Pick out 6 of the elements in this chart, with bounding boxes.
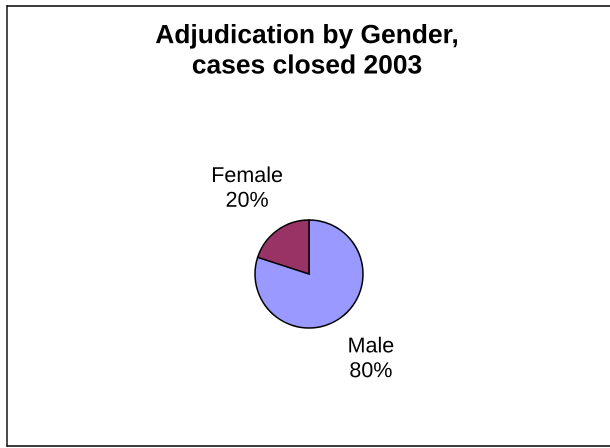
slice-label: Male: [349, 336, 394, 353]
slice-label: Female: [212, 166, 282, 182]
data-label: 20%: [226, 192, 268, 207]
data-label: 80%: [350, 362, 392, 378]
pie-slice: [254, 219, 364, 329]
chart-title: Adjudication by Gender, cases closed 2003: [156, 24, 458, 74]
